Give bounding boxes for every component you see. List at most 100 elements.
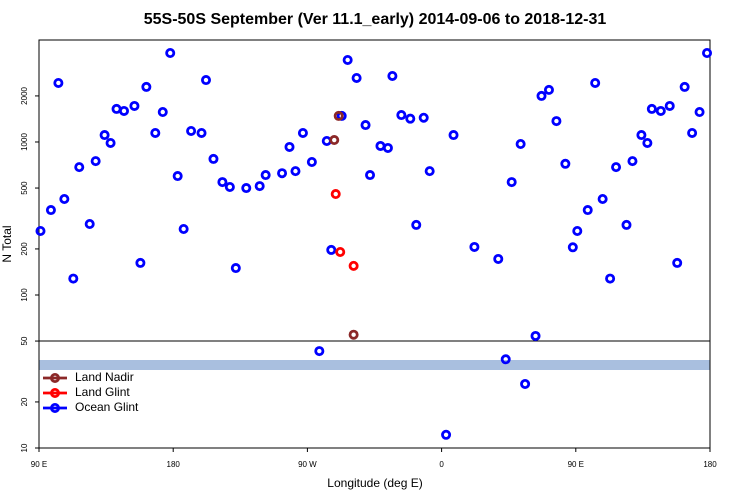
- point: [664, 100, 675, 111]
- point: [330, 189, 341, 200]
- y-tick-label: 20: [20, 397, 29, 406]
- legend-marker: [50, 387, 61, 398]
- point: [642, 137, 653, 148]
- y-tick-label: 2000: [20, 86, 29, 104]
- point: [560, 158, 571, 169]
- point: [694, 107, 705, 118]
- point: [157, 107, 168, 118]
- point: [672, 257, 683, 268]
- x-tick-label: 0: [439, 460, 444, 469]
- x-tick-label: 180: [703, 460, 717, 469]
- point: [45, 205, 56, 216]
- y-tick-label: 100: [20, 288, 29, 302]
- x-tick-label: 90 E: [31, 460, 47, 469]
- point: [520, 378, 531, 389]
- point: [99, 130, 110, 141]
- y-axis-label: N Total: [0, 225, 14, 262]
- point: [35, 225, 46, 236]
- x-tick-label: 90 E: [568, 460, 584, 469]
- point: [365, 170, 376, 181]
- point: [186, 125, 197, 136]
- point: [178, 223, 189, 234]
- point: [636, 130, 647, 141]
- point: [543, 84, 554, 95]
- x-axis-label: Longitude (deg E): [327, 476, 422, 490]
- point: [53, 77, 64, 88]
- point: [208, 153, 219, 164]
- point: [297, 127, 308, 138]
- point: [129, 100, 140, 111]
- point: [441, 429, 452, 440]
- point: [351, 72, 362, 83]
- point: [424, 166, 435, 177]
- point: [321, 135, 332, 146]
- point: [254, 181, 265, 192]
- point: [217, 177, 228, 188]
- legend-marker: [50, 402, 61, 413]
- point: [224, 181, 235, 192]
- point: [165, 48, 176, 59]
- y-tick-label: 10: [20, 443, 29, 452]
- chart-title: 55S-50S September (Ver 11.1_early) 2014-…: [144, 11, 607, 28]
- point: [260, 170, 271, 181]
- point: [314, 346, 325, 357]
- point: [515, 139, 526, 150]
- point: [500, 354, 511, 365]
- point: [90, 156, 101, 167]
- point: [418, 112, 429, 123]
- point: [59, 193, 70, 204]
- point: [493, 253, 504, 264]
- point: [387, 70, 398, 81]
- point: [118, 105, 129, 116]
- point: [530, 330, 541, 341]
- point: [241, 183, 252, 194]
- point: [68, 273, 79, 284]
- point: [611, 162, 622, 173]
- point: [702, 48, 713, 59]
- legend-label: Ocean Glint: [75, 400, 139, 414]
- point: [679, 81, 690, 92]
- point: [448, 130, 459, 141]
- point: [687, 127, 698, 138]
- point: [201, 75, 212, 86]
- point: [329, 135, 340, 146]
- point: [196, 127, 207, 138]
- point: [590, 77, 601, 88]
- point: [348, 329, 359, 340]
- point: [333, 110, 344, 121]
- point: [655, 105, 666, 116]
- x-tick-label: 90 W: [298, 460, 317, 469]
- point: [284, 141, 295, 152]
- point: [141, 81, 152, 92]
- point: [150, 127, 161, 138]
- point: [84, 219, 95, 230]
- point: [411, 219, 422, 230]
- point: [172, 171, 183, 182]
- point: [135, 257, 146, 268]
- y-tick-label: 500: [20, 181, 29, 195]
- legend-marker: [50, 372, 61, 383]
- point: [335, 246, 346, 257]
- point: [597, 193, 608, 204]
- y-tick-label: 200: [20, 242, 29, 256]
- legend-label: Land Glint: [75, 385, 130, 399]
- point: [646, 103, 657, 114]
- point: [469, 241, 480, 252]
- y-tick-label: 1000: [20, 133, 29, 151]
- point: [382, 142, 393, 153]
- point: [536, 90, 547, 101]
- point: [342, 54, 353, 65]
- x-tick-label: 180: [167, 460, 181, 469]
- point: [405, 113, 416, 124]
- point: [627, 156, 638, 167]
- point: [506, 177, 517, 188]
- legend-label: Land Nadir: [75, 370, 134, 384]
- point: [348, 260, 359, 271]
- point: [290, 166, 301, 177]
- point: [551, 116, 562, 127]
- point: [582, 205, 593, 216]
- point: [105, 137, 116, 148]
- point: [567, 242, 578, 253]
